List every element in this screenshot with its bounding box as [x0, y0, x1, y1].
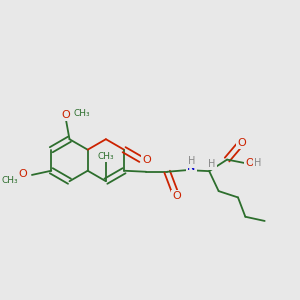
- Text: O: O: [172, 191, 181, 201]
- Text: O: O: [245, 158, 254, 168]
- Text: O: O: [238, 138, 247, 148]
- Text: CH₃: CH₃: [73, 109, 90, 118]
- Text: O: O: [18, 169, 27, 179]
- Text: N: N: [187, 162, 195, 172]
- Text: CH₃: CH₃: [98, 152, 114, 160]
- Text: H: H: [208, 159, 216, 169]
- Text: CH₃: CH₃: [1, 176, 18, 185]
- Text: H: H: [254, 158, 262, 168]
- Text: O: O: [142, 155, 151, 165]
- Text: H: H: [188, 156, 195, 166]
- Text: O: O: [61, 110, 70, 120]
